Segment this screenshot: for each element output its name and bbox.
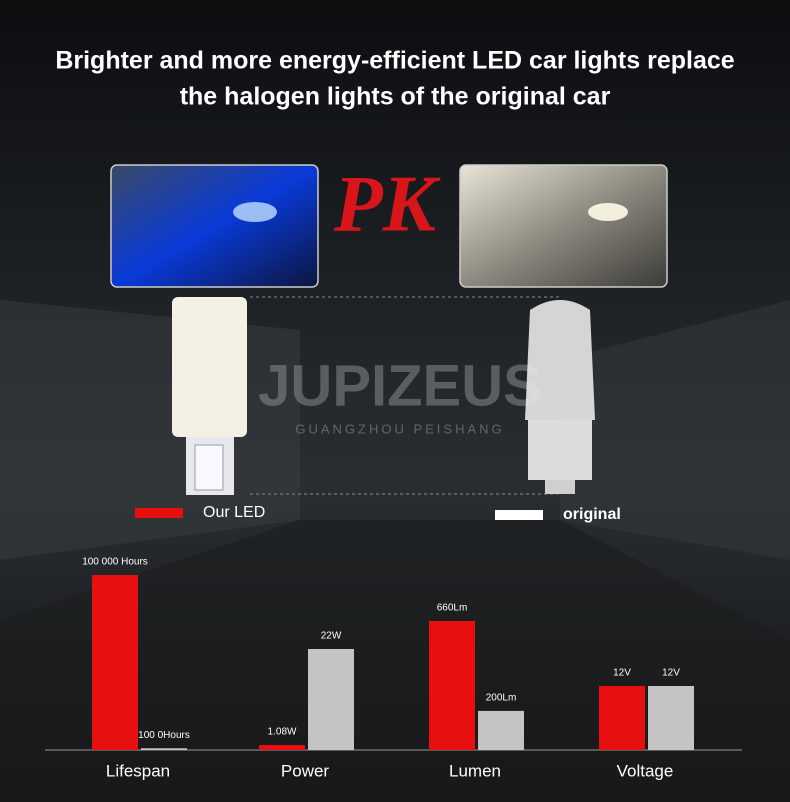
bar bbox=[648, 686, 694, 750]
category-label: Voltage bbox=[617, 761, 674, 780]
headline: the halogen lights of the original car bbox=[180, 83, 611, 111]
value-label: 660Lm bbox=[437, 603, 468, 614]
value-label: 22W bbox=[321, 631, 342, 642]
category-label: Power bbox=[281, 761, 330, 780]
light-glow bbox=[588, 203, 628, 221]
road bbox=[0, 520, 790, 802]
value-label: 200Lm bbox=[486, 693, 517, 704]
category-label: Lifespan bbox=[106, 761, 170, 780]
bar bbox=[599, 686, 645, 750]
bar bbox=[478, 710, 524, 750]
legend-label: Our LED bbox=[203, 504, 265, 521]
bar bbox=[141, 748, 187, 750]
value-label: 1.08W bbox=[268, 727, 297, 738]
legend-label: original bbox=[563, 506, 621, 523]
light-glow bbox=[233, 202, 277, 222]
legend-swatch bbox=[495, 510, 543, 520]
legend-swatch bbox=[135, 508, 183, 518]
bar bbox=[259, 745, 305, 750]
tunnel-wall bbox=[560, 300, 790, 560]
value-label: 12V bbox=[662, 668, 680, 679]
bar bbox=[308, 649, 354, 750]
value-label: 100 0Hours bbox=[138, 730, 190, 741]
pk-label: PK bbox=[333, 160, 441, 248]
value-label: 100 000 Hours bbox=[82, 557, 148, 568]
watermark: JUPIZEUS bbox=[258, 353, 542, 418]
value-label: 12V bbox=[613, 668, 631, 679]
bar bbox=[429, 621, 475, 750]
halogen-bulb bbox=[525, 300, 595, 494]
headline: Brighter and more energy-efficient LED c… bbox=[55, 47, 734, 75]
bar bbox=[92, 575, 138, 750]
category-label: Lumen bbox=[449, 761, 501, 780]
led-bulb bbox=[172, 297, 247, 495]
led-headlight-photo bbox=[110, 164, 319, 288]
halogen-headlight-photo bbox=[459, 164, 668, 288]
watermark-sub: GUANGZHOU PEISHANG bbox=[295, 421, 504, 436]
